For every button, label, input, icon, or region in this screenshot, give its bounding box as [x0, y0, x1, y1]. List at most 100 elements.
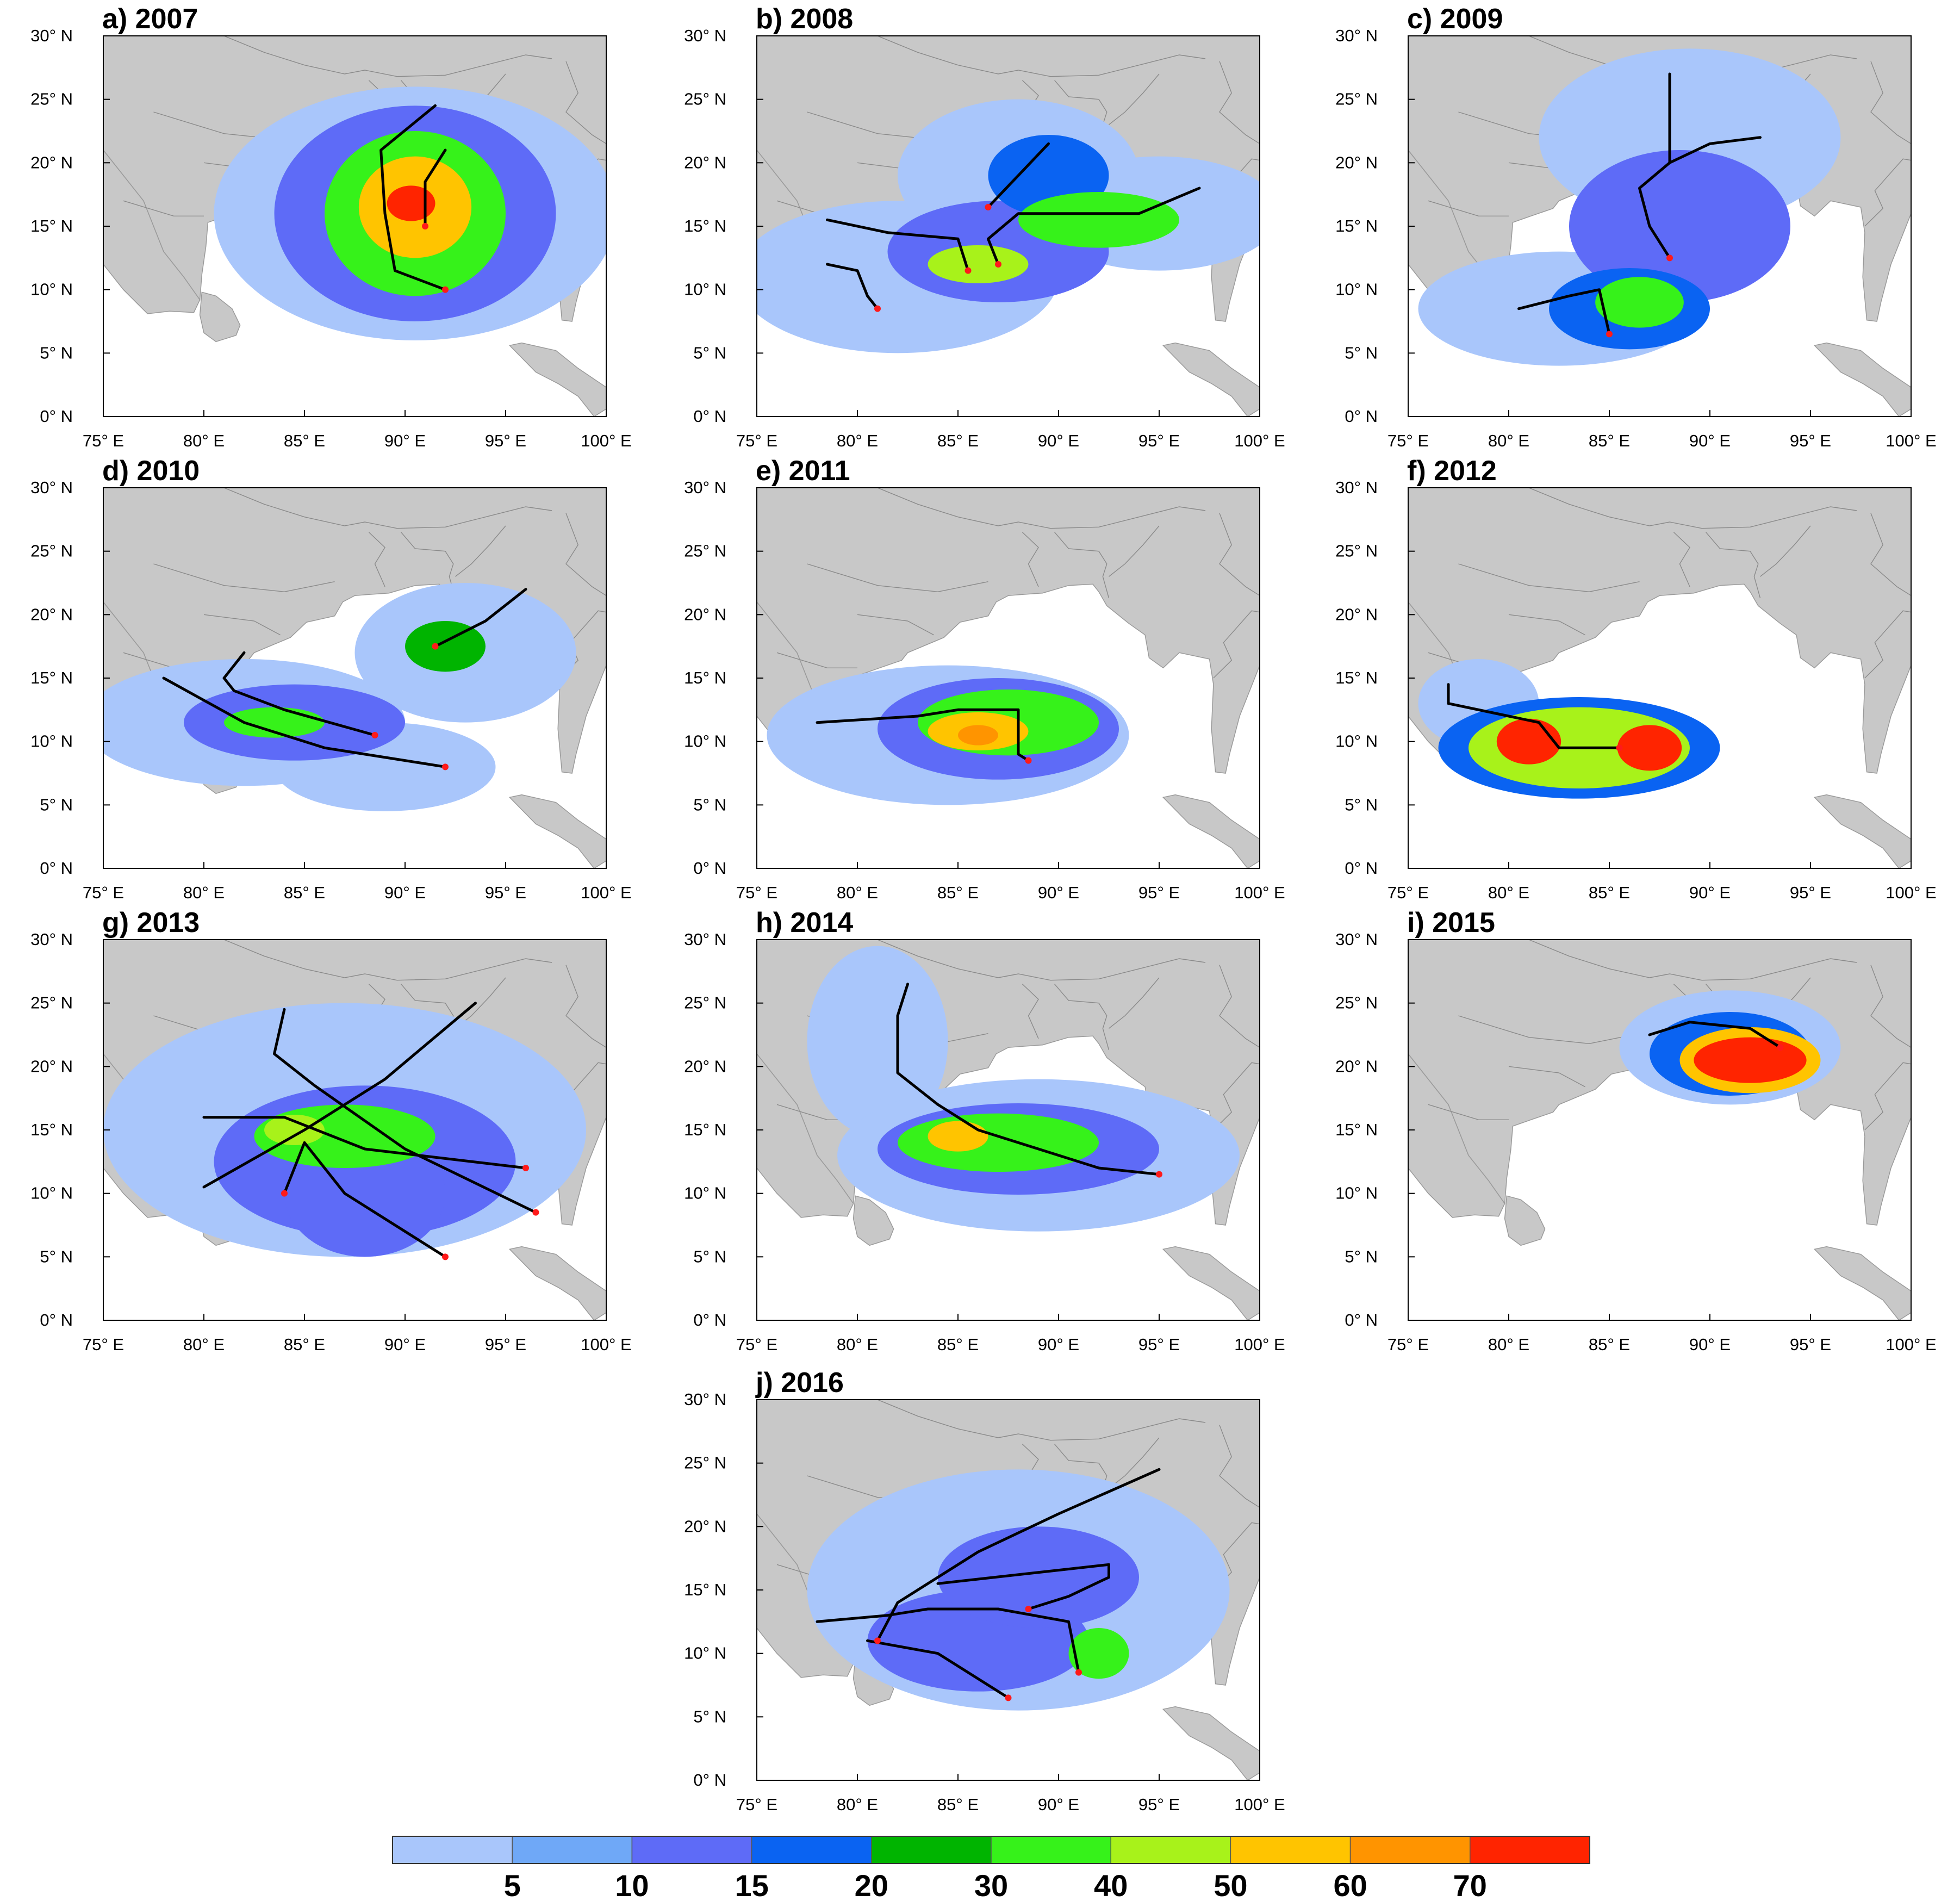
country-border	[1219, 61, 1260, 144]
colorbar-label: 20	[855, 1868, 888, 1901]
x-tick-label: 90° E	[1689, 431, 1731, 450]
cyclone-track	[987, 142, 1050, 209]
x-tick-label: 95° E	[1138, 1335, 1180, 1354]
rainfall-contour	[405, 621, 486, 672]
y-tick-label: 5° N	[1345, 1247, 1378, 1266]
y-tick-label: 0° N	[1345, 407, 1378, 426]
colorbar-swatch	[631, 1836, 752, 1864]
x-tick-label: 100° E	[581, 1335, 631, 1354]
country-border	[1109, 977, 1160, 1029]
cyclone-track	[273, 1008, 537, 1214]
y-tick-label: 20° N	[1335, 1057, 1378, 1076]
land-mass	[1504, 1195, 1546, 1246]
colorbar-swatch	[1110, 1836, 1231, 1864]
colorbar-swatch	[1230, 1836, 1351, 1864]
country-border	[1673, 532, 1690, 587]
x-tick-label: 80° E	[183, 883, 225, 902]
country-border	[1428, 200, 1509, 216]
x-tick-label: 75° E	[1387, 1335, 1429, 1354]
cyclone-track	[202, 1002, 477, 1189]
country-border	[1219, 1425, 1260, 1508]
y-tick-label: 5° N	[40, 1247, 73, 1266]
country-border	[455, 525, 506, 577]
map-panel: 75° E 80° E 85° E 90° E 95° E 100° E 0° N 5° N 1…	[1335, 907, 1937, 1354]
y-tick-label: 15° N	[30, 1120, 73, 1139]
y-tick-label: 0° N	[1345, 1310, 1378, 1330]
land-mass	[1162, 794, 1260, 868]
x-tick-label: 75° E	[1387, 431, 1429, 450]
x-tick-label: 85° E	[284, 883, 325, 902]
map-panel: 75° E 80° E 85° E 90° E 95° E 100° E 0° N 5° N 1…	[684, 455, 1285, 902]
panel-title: g) 2013	[102, 907, 200, 939]
country-border	[1109, 73, 1160, 125]
panel-title: e) 2011	[756, 455, 850, 487]
colorbar-swatch	[751, 1836, 872, 1864]
y-tick-label: 0° N	[40, 1310, 73, 1330]
y-tick-label: 30° N	[1335, 26, 1378, 45]
country-border	[807, 563, 988, 593]
x-tick-label: 95° E	[1790, 883, 1831, 902]
colorbar-swatch	[512, 1836, 633, 1864]
x-tick-label: 100° E	[581, 883, 631, 902]
y-tick-label: 25° N	[30, 993, 73, 1012]
rainfall-contour	[938, 1526, 1139, 1629]
x-tick-label: 100° E	[1886, 1335, 1936, 1354]
x-tick-label: 85° E	[937, 1795, 979, 1814]
cyclone-track	[222, 651, 376, 737]
rainfall-contour	[807, 946, 948, 1136]
land-mass	[508, 1246, 606, 1320]
country-border	[1213, 610, 1260, 679]
land-mass	[1162, 342, 1260, 417]
y-tick-label: 25° N	[684, 993, 726, 1012]
cyclone-track	[1447, 683, 1621, 749]
x-tick-label: 95° E	[485, 1335, 526, 1354]
country-border	[1109, 1437, 1160, 1489]
y-tick-label: 0° N	[693, 1770, 726, 1790]
x-tick-label: 85° E	[1589, 883, 1630, 902]
country-border	[1870, 61, 1911, 144]
y-tick-label: 5° N	[693, 795, 726, 814]
y-tick-label: 25° N	[30, 542, 73, 561]
y-tick-label: 30° N	[684, 26, 726, 45]
country-border	[1054, 984, 1110, 1051]
y-tick-label: 0° N	[693, 1310, 726, 1330]
y-tick-label: 10° N	[684, 1184, 726, 1203]
rainfall-contour	[928, 245, 1029, 283]
x-tick-label: 100° E	[1886, 431, 1936, 450]
genesis-point	[532, 1209, 539, 1216]
country-border	[565, 513, 606, 596]
x-tick-label: 95° E	[1790, 1335, 1831, 1354]
panel-title: h) 2014	[756, 907, 853, 939]
colorbar-label: 10	[615, 1868, 649, 1901]
land-mass	[1162, 1246, 1260, 1320]
y-tick-label: 20° N	[1335, 605, 1378, 624]
y-tick-label: 5° N	[693, 343, 726, 362]
y-tick-label: 5° N	[693, 1247, 726, 1266]
country-border	[1219, 965, 1260, 1048]
y-tick-label: 5° N	[1345, 343, 1378, 362]
y-tick-label: 25° N	[1335, 542, 1378, 561]
country-border	[1219, 513, 1260, 596]
colorbar-swatch	[392, 1836, 513, 1864]
x-tick-label: 80° E	[837, 431, 878, 450]
y-tick-label: 15° N	[1335, 216, 1378, 235]
x-tick-label: 100° E	[1234, 431, 1285, 450]
y-tick-label: 30° N	[30, 26, 73, 45]
y-tick-label: 15° N	[684, 668, 726, 687]
rainfall-contour	[928, 1121, 988, 1152]
genesis-point	[1025, 757, 1032, 764]
cyclone-track	[1648, 1021, 1782, 1049]
genesis-point	[965, 267, 972, 274]
x-tick-label: 80° E	[183, 431, 225, 450]
country-border	[1213, 1062, 1260, 1130]
y-tick-label: 25° N	[684, 90, 726, 109]
panel-title: f) 2012	[1407, 455, 1497, 487]
x-tick-label: 90° E	[1038, 883, 1079, 902]
colorbar-swatch	[1349, 1836, 1471, 1864]
y-tick-label: 30° N	[30, 478, 73, 497]
x-tick-label: 80° E	[1488, 883, 1529, 902]
country-border	[1760, 525, 1811, 577]
colorbar-frame	[392, 1836, 1590, 1864]
land-mass	[1813, 794, 1911, 868]
colorbar: 5 10 15 20 30 40 50 60 70	[392, 1836, 1590, 1901]
